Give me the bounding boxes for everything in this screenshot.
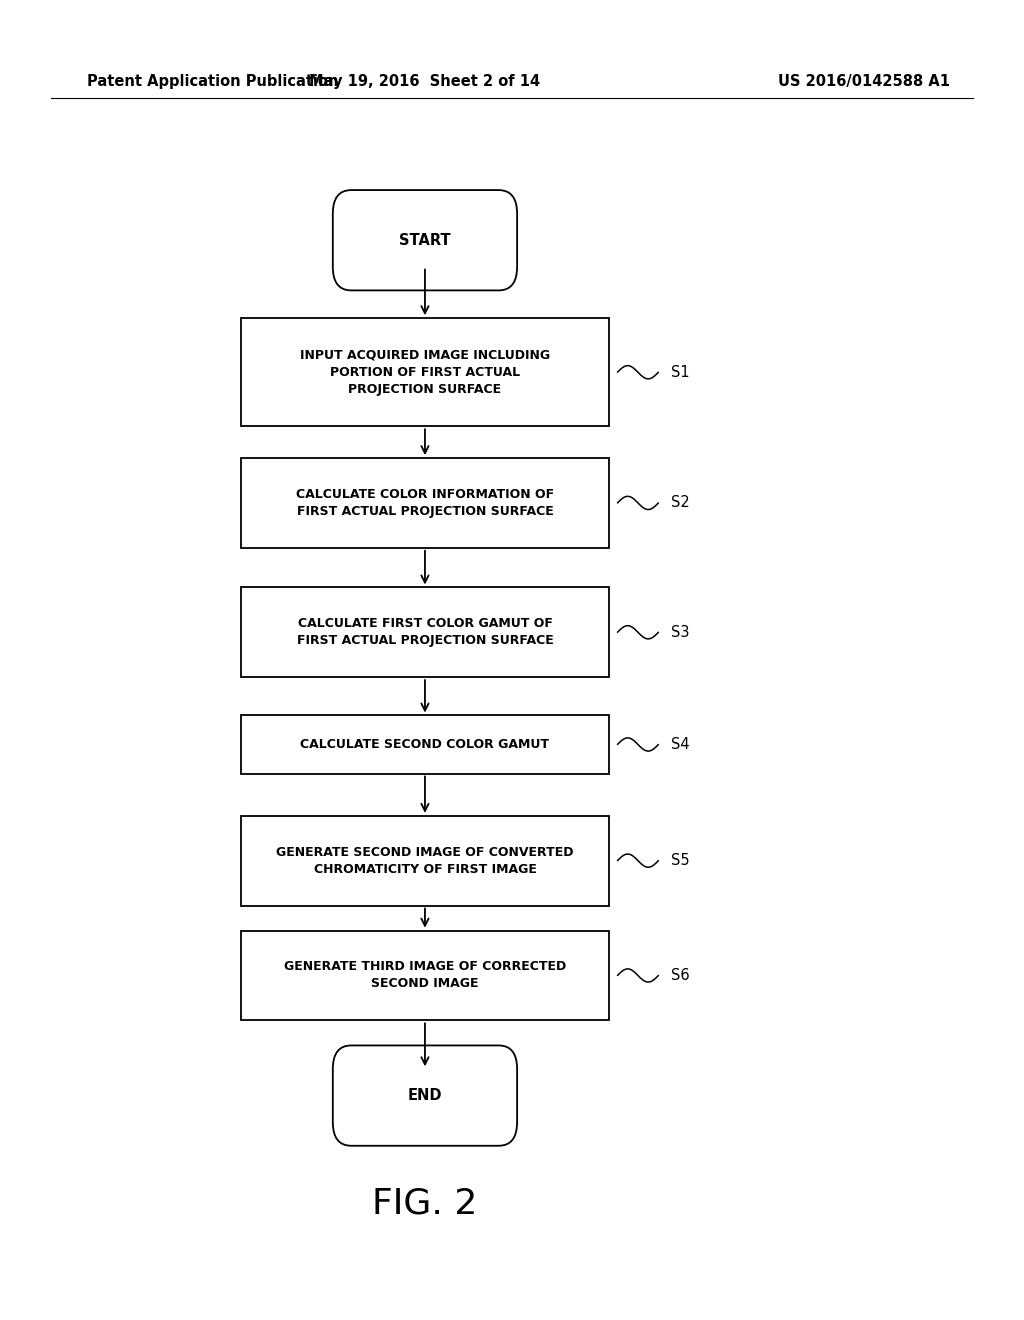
Text: S4: S4 bbox=[671, 737, 689, 752]
Text: INPUT ACQUIRED IMAGE INCLUDING
PORTION OF FIRST ACTUAL
PROJECTION SURFACE: INPUT ACQUIRED IMAGE INCLUDING PORTION O… bbox=[300, 348, 550, 396]
Text: S5: S5 bbox=[671, 853, 689, 869]
Text: CALCULATE SECOND COLOR GAMUT: CALCULATE SECOND COLOR GAMUT bbox=[300, 738, 550, 751]
Text: GENERATE SECOND IMAGE OF CONVERTED
CHROMATICITY OF FIRST IMAGE: GENERATE SECOND IMAGE OF CONVERTED CHROM… bbox=[276, 846, 573, 875]
Bar bbox=[241, 816, 609, 906]
Text: START: START bbox=[399, 232, 451, 248]
Text: S2: S2 bbox=[671, 495, 689, 511]
Text: US 2016/0142588 A1: US 2016/0142588 A1 bbox=[778, 74, 950, 90]
Text: S1: S1 bbox=[671, 364, 689, 380]
Bar bbox=[241, 318, 609, 426]
Bar bbox=[241, 715, 609, 774]
Text: GENERATE THIRD IMAGE OF CORRECTED
SECOND IMAGE: GENERATE THIRD IMAGE OF CORRECTED SECOND… bbox=[284, 961, 566, 990]
Text: END: END bbox=[408, 1088, 442, 1104]
Text: S3: S3 bbox=[671, 624, 689, 640]
Text: CALCULATE FIRST COLOR GAMUT OF
FIRST ACTUAL PROJECTION SURFACE: CALCULATE FIRST COLOR GAMUT OF FIRST ACT… bbox=[297, 618, 553, 647]
Bar bbox=[241, 458, 609, 548]
Bar bbox=[241, 587, 609, 677]
FancyBboxPatch shape bbox=[333, 190, 517, 290]
Text: FIG. 2: FIG. 2 bbox=[373, 1187, 477, 1221]
Text: CALCULATE COLOR INFORMATION OF
FIRST ACTUAL PROJECTION SURFACE: CALCULATE COLOR INFORMATION OF FIRST ACT… bbox=[296, 488, 554, 517]
Bar bbox=[241, 931, 609, 1020]
FancyBboxPatch shape bbox=[333, 1045, 517, 1146]
Text: S6: S6 bbox=[671, 968, 689, 983]
Text: May 19, 2016  Sheet 2 of 14: May 19, 2016 Sheet 2 of 14 bbox=[309, 74, 541, 90]
Text: Patent Application Publication: Patent Application Publication bbox=[87, 74, 339, 90]
